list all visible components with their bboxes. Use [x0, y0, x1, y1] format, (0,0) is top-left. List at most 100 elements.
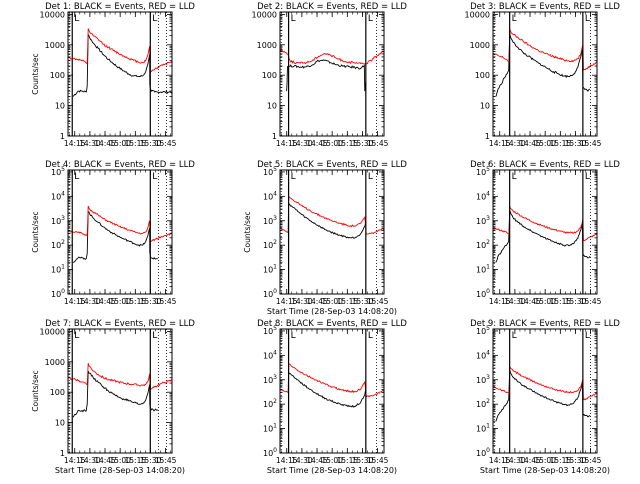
x-axis-label: Start Time (28-Sep-03 14:08:20) [267, 307, 397, 316]
y-tick-exponent: 2 [61, 239, 65, 246]
y-tick-label: 10000 [40, 327, 65, 336]
plot-frame [279, 328, 385, 454]
chart-panel-9: L L10010110210310410514:1514:3014:4515:00… [470, 319, 620, 475]
y-tick-exponent: 0 [61, 288, 65, 295]
x-tick-label: 14:45 [306, 456, 328, 465]
y-tick-label: 104 [263, 349, 277, 360]
x-tick-label: 14:15 [489, 297, 511, 306]
y-tick-exponent: 2 [273, 398, 277, 405]
y-tick-exponent: 1 [273, 423, 277, 430]
y-tick-label: 10000 [465, 10, 490, 19]
x-tick-label: 15:15 [125, 456, 147, 465]
chart-title: Det 6: BLACK = Events, RED = LLD [470, 160, 620, 170]
marker-label: L [368, 14, 373, 24]
y-tick-label: 104 [263, 190, 277, 201]
x-tick-label: 15:15 [550, 139, 572, 148]
x-tick-label: 15:30 [140, 139, 162, 148]
y-tick-label: 10 [55, 419, 65, 428]
x-tick-label: 15:30 [140, 456, 162, 465]
x-tick-label: 15:15 [125, 139, 147, 148]
y-tick-label: 100 [50, 71, 65, 80]
chart-title: Det 8: BLACK = Events, RED = LLD [257, 319, 407, 329]
chart-title: Det 9: BLACK = Events, RED = LLD [470, 319, 620, 329]
x-tick-label: 14:15 [489, 456, 511, 465]
x-tick-label: 14:30 [291, 139, 313, 148]
chart-title: Det 2: BLACK = Events, RED = LLD [257, 2, 407, 12]
x-tick-label: 15:00 [321, 297, 343, 306]
marker-label: L [152, 331, 157, 341]
marker-label: L [74, 14, 79, 24]
y-tick-label: 10000 [40, 10, 65, 19]
x-tick-label: 15:30 [352, 297, 374, 306]
y-tick-label: 105 [263, 325, 277, 336]
x-tick-label: 15:15 [337, 297, 359, 306]
y-tick-exponent: 5 [273, 166, 277, 173]
x-tick-label: 14:15 [64, 456, 86, 465]
chart-panel-2: L L11010010001000014:1514:3014:4515:0015:… [252, 2, 408, 148]
y-tick-exponent: 4 [273, 190, 277, 197]
x-tick-label: 15:00 [534, 456, 556, 465]
x-tick-label: 15:45 [155, 456, 177, 465]
y-tick-label: 100 [50, 388, 65, 397]
x-tick-label: 14:30 [291, 456, 313, 465]
marker-label: L [368, 172, 373, 182]
x-tick-label: 15:30 [352, 456, 374, 465]
y-tick-exponent: 2 [486, 239, 490, 246]
x-tick-label: 15:30 [565, 139, 587, 148]
x-tick-label: 15:45 [580, 139, 602, 148]
x-axis-label: Start Time (28-Sep-03 14:08:20) [267, 466, 397, 475]
y-tick-exponent: 0 [273, 447, 277, 454]
marker-label: L [291, 331, 296, 341]
x-tick-label: 15:45 [155, 139, 177, 148]
y-tick-label: 105 [51, 166, 65, 177]
y-tick-exponent: 5 [486, 325, 490, 332]
x-tick-label: 15:30 [565, 297, 587, 306]
marker-label: L [512, 14, 517, 24]
x-tick-label: 14:45 [94, 297, 116, 306]
series-line-lld [67, 205, 173, 243]
marker-label: L [512, 172, 517, 182]
x-tick-label: 15:45 [367, 456, 389, 465]
chart-title: Det 3: BLACK = Events, RED = LLD [470, 2, 620, 12]
y-tick-label: 101 [51, 264, 65, 275]
y-tick-exponent: 1 [486, 423, 490, 430]
series-line-lld [67, 28, 173, 73]
chart-panel-3: L L11010010001000014:1514:3014:4515:0015:… [465, 2, 621, 148]
x-tick-label: 15:30 [140, 297, 162, 306]
series-line-events [288, 372, 367, 408]
x-tick-label: 15:00 [109, 139, 131, 148]
y-tick-exponent: 1 [486, 264, 490, 271]
x-tick-label: 15:00 [534, 297, 556, 306]
y-tick-exponent: 5 [273, 325, 277, 332]
x-tick-label: 14:30 [504, 297, 526, 306]
y-tick-label: 102 [263, 239, 277, 250]
y-tick-exponent: 3 [486, 215, 490, 222]
x-tick-label: 15:00 [109, 297, 131, 306]
x-tick-label: 14:45 [94, 139, 116, 148]
y-tick-label: 100 [51, 288, 65, 299]
series-line-lld [67, 363, 173, 391]
y-tick-label: 1000 [257, 41, 277, 50]
plot-frame [67, 328, 173, 454]
y-tick-label: 100 [476, 288, 490, 299]
marker-label: L [152, 172, 157, 182]
y-tick-label: 101 [476, 264, 490, 275]
x-tick-label: 14:30 [79, 139, 101, 148]
y-tick-label: 101 [476, 423, 490, 434]
series-line-lld [279, 195, 385, 235]
series-line-lld [492, 364, 598, 401]
y-tick-exponent: 1 [61, 264, 65, 271]
marker-label: L [585, 172, 590, 182]
series-line-events [286, 59, 367, 92]
y-tick-label: 101 [263, 423, 277, 434]
y-tick-label: 102 [263, 398, 277, 409]
y-tick-exponent: 4 [486, 190, 490, 197]
marker-label: L [585, 14, 590, 24]
marker-label: L [152, 14, 157, 24]
y-tick-exponent: 1 [273, 264, 277, 271]
x-tick-label: 15:00 [321, 456, 343, 465]
chart-panel-7: L L11010010001000014:1514:3014:4515:0015:… [31, 319, 195, 475]
y-tick-label: 100 [262, 71, 277, 80]
y-tick-exponent: 0 [486, 288, 490, 295]
x-tick-label: 14:15 [276, 139, 298, 148]
